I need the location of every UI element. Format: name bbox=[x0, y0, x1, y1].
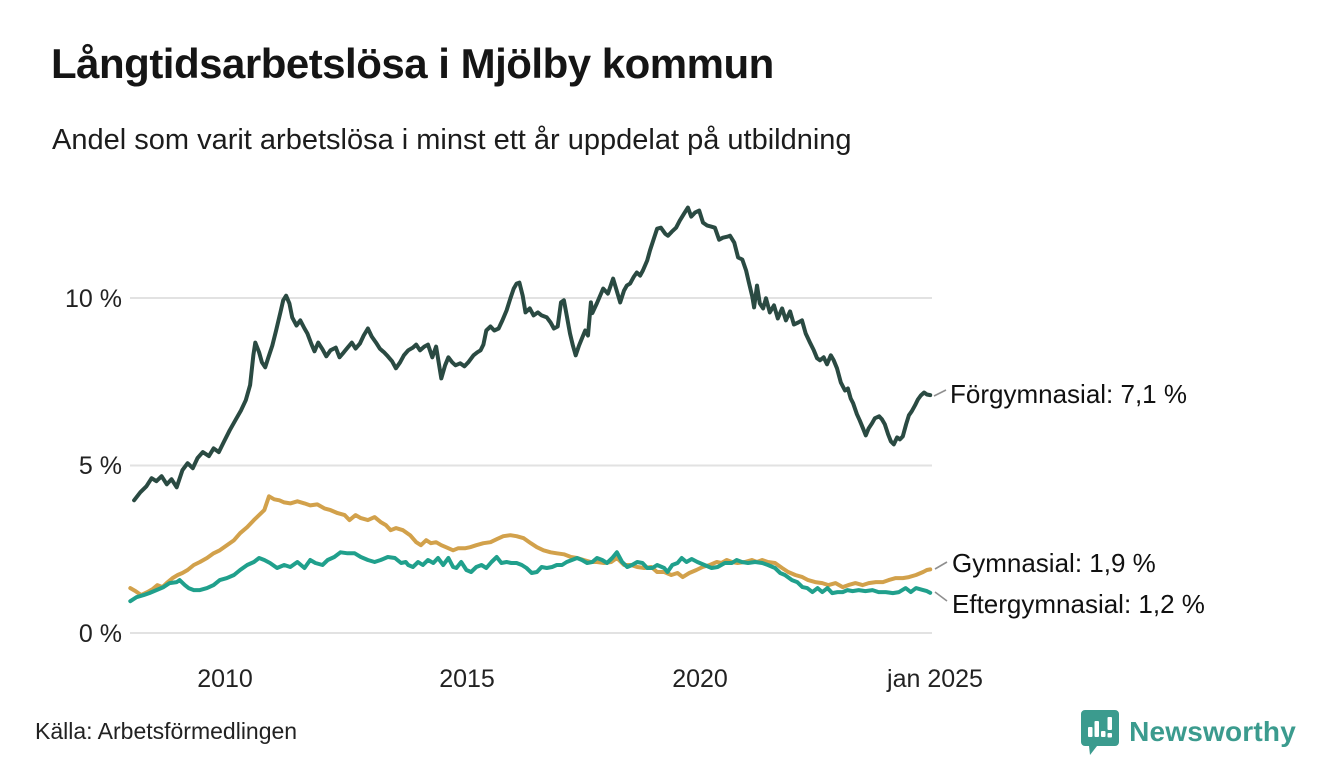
x-tick-label: jan 2025 bbox=[886, 665, 983, 693]
series-line-forgymnasial bbox=[132, 205, 933, 503]
x-tick-label: 2020 bbox=[672, 665, 728, 693]
x-axis: 2010 2015 2020 jan 2025 bbox=[197, 665, 983, 693]
series-label-eftergymnasial: Eftergymnasial: 1,2 % bbox=[952, 589, 1205, 619]
x-tick-label: 2010 bbox=[197, 665, 253, 693]
x-tick-label: 2015 bbox=[439, 665, 495, 693]
series-line-eftergymnasial bbox=[128, 550, 933, 604]
bar-chart-speech-bubble-icon bbox=[1081, 710, 1120, 755]
series-end-labels: Förgymnasial: 7,1 % Gymnasial: 1,9 % Eft… bbox=[950, 379, 1205, 619]
label-connector-gymnasial bbox=[934, 561, 948, 570]
page-title: Långtidsarbetslösa i Mjölby kommun bbox=[51, 40, 774, 87]
y-axis: 10 % 5 % 0 % bbox=[65, 285, 122, 648]
brand-wordmark: Newsworthy bbox=[1129, 716, 1296, 747]
label-connector-forgymnasial bbox=[933, 389, 947, 397]
series-line-gymnasial bbox=[128, 494, 933, 598]
series-lines bbox=[128, 205, 933, 604]
gridlines bbox=[130, 297, 932, 634]
y-tick-label: 10 % bbox=[65, 285, 122, 313]
chart-subtitle: Andel som varit arbetslösa i minst ett å… bbox=[52, 124, 852, 156]
brand-logo[interactable]: Newsworthy bbox=[1080, 708, 1296, 756]
y-tick-label: 0 % bbox=[79, 620, 122, 648]
series-label-forgymnasial: Förgymnasial: 7,1 % bbox=[950, 379, 1187, 409]
source-note: Källa: Arbetsförmedlingen bbox=[35, 718, 298, 744]
label-connectors bbox=[933, 389, 948, 602]
y-tick-label: 5 % bbox=[79, 452, 122, 480]
series-label-gymnasial: Gymnasial: 1,9 % bbox=[952, 548, 1156, 578]
label-connector-eftergymnasial bbox=[934, 591, 948, 602]
